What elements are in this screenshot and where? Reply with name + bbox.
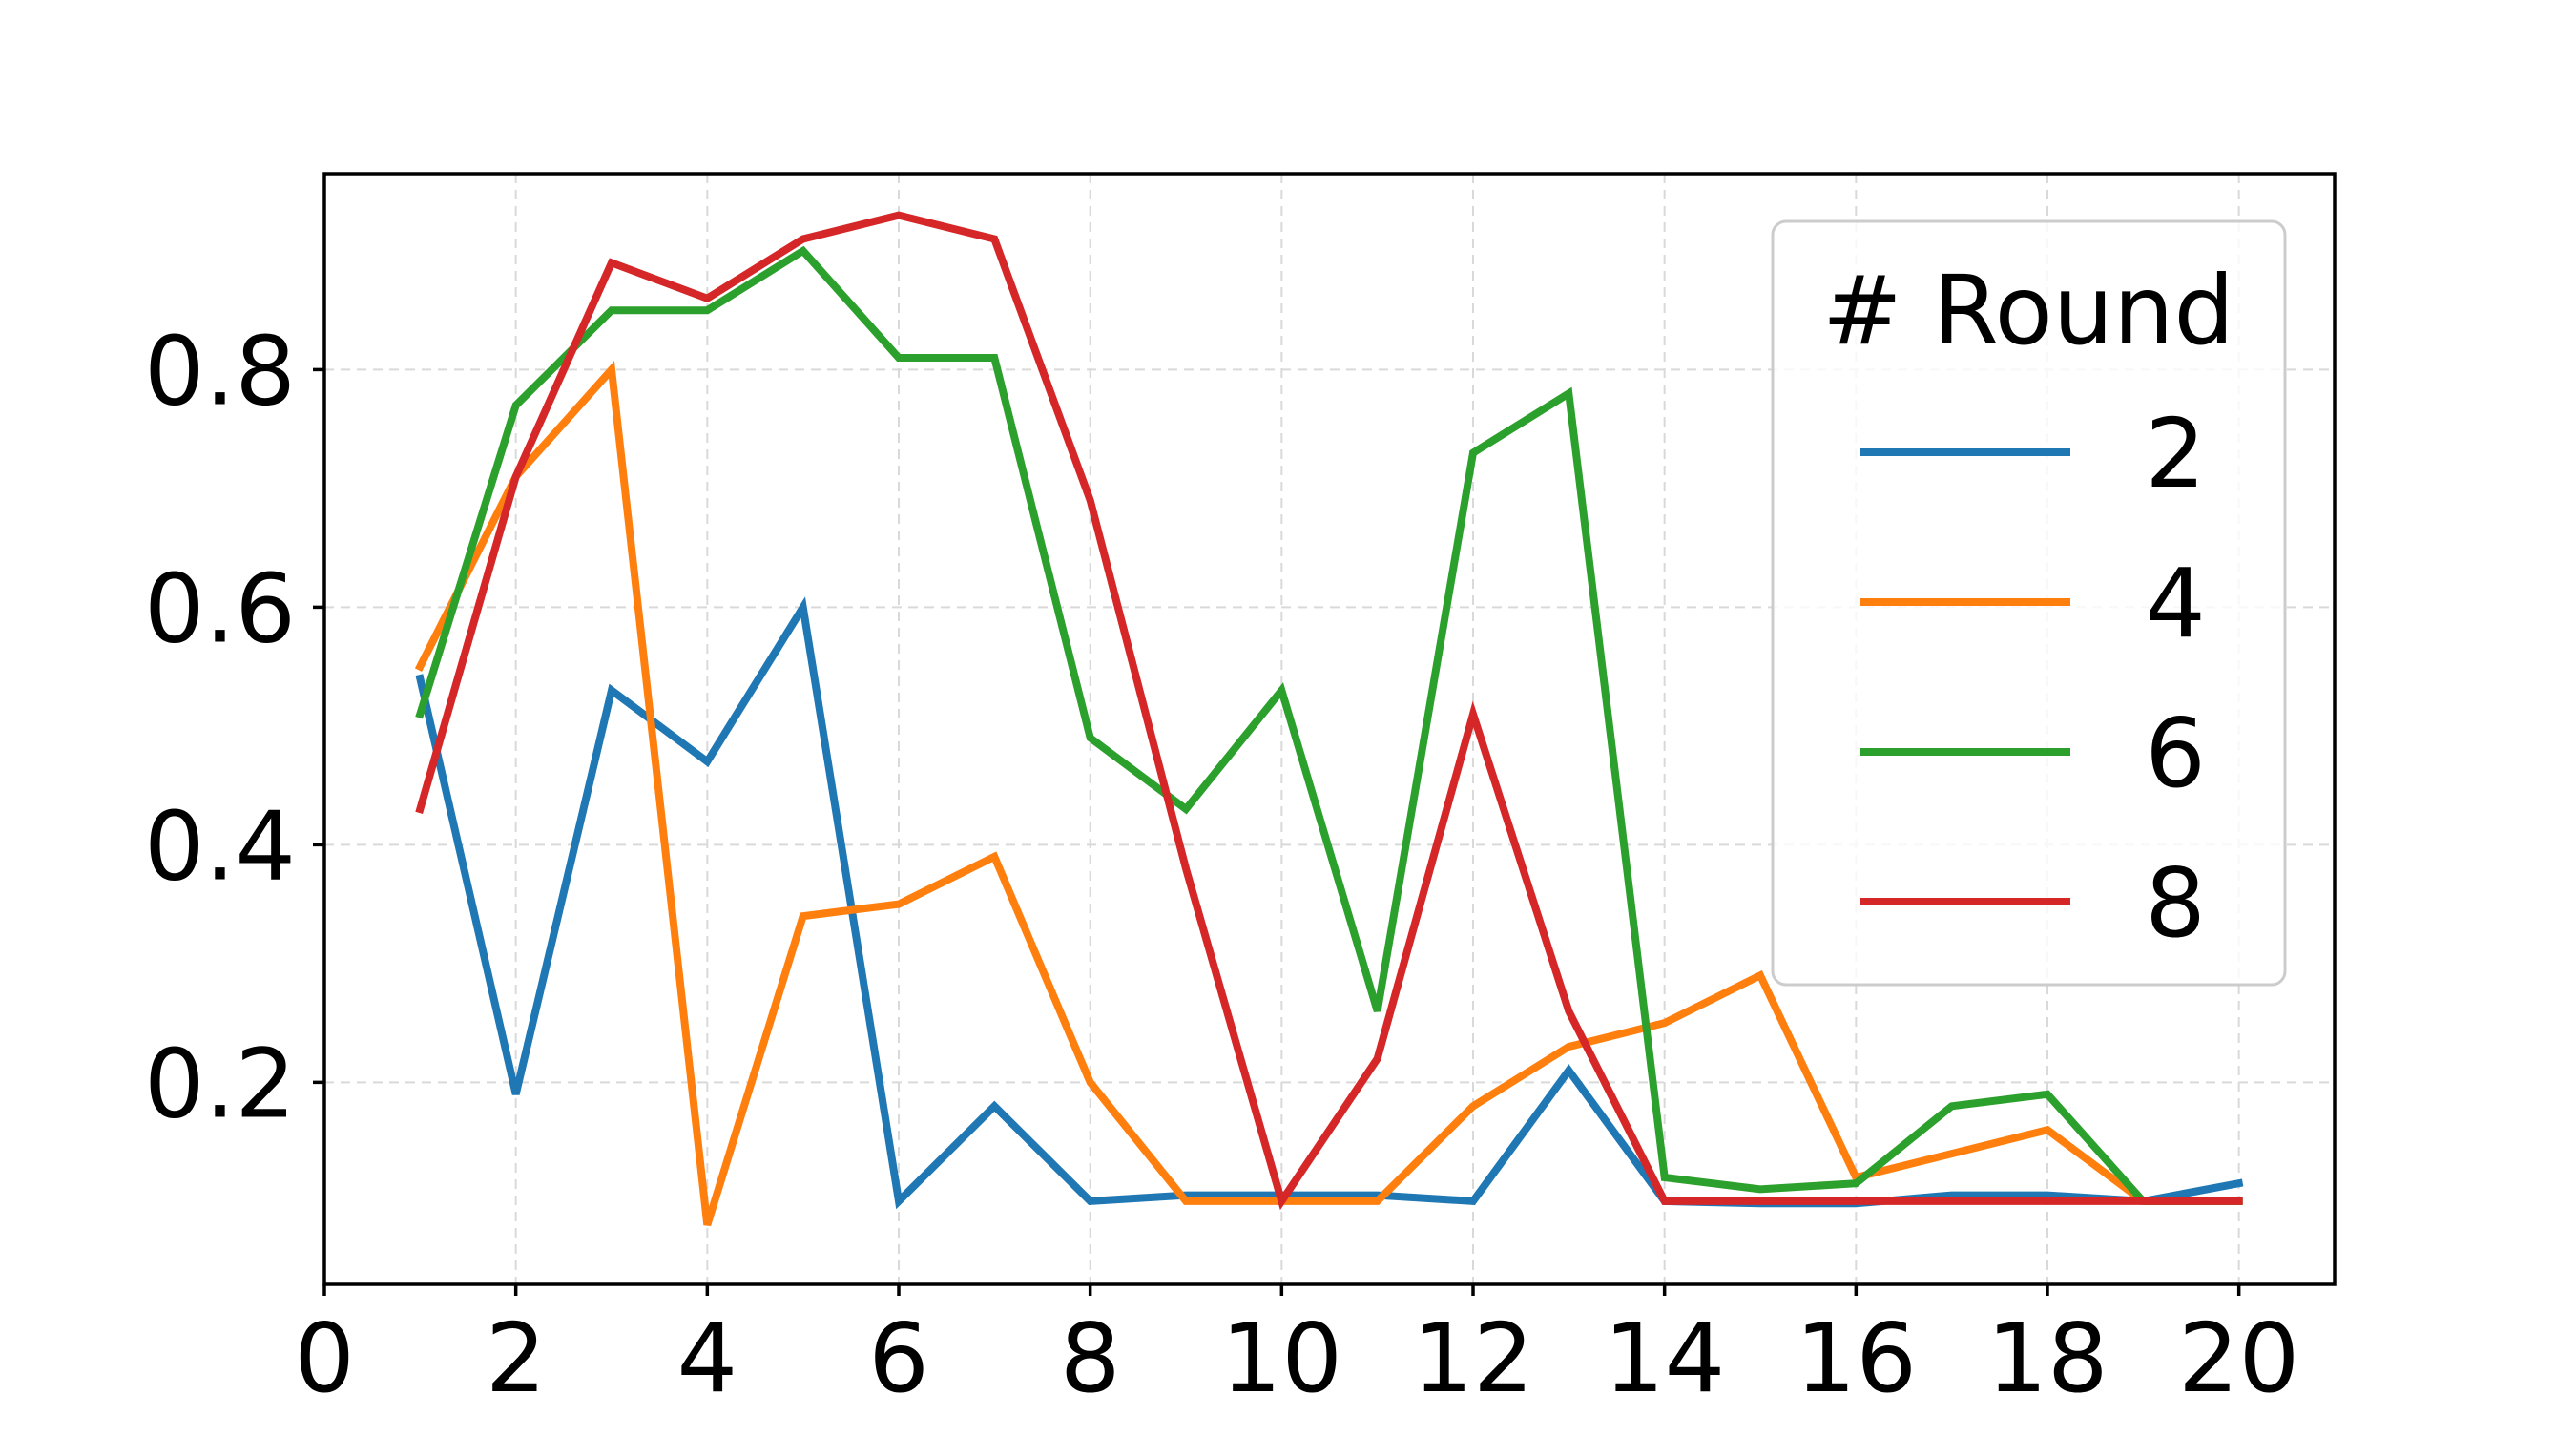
x-tick-label: 20 — [2178, 1302, 2299, 1414]
x-tick-label: 4 — [677, 1302, 738, 1414]
series-line-6 — [415, 245, 2243, 1205]
y-tick-label: 0.2 — [144, 1028, 296, 1139]
series-lines — [414, 211, 2244, 1226]
y-tick-label: 0.4 — [144, 790, 296, 902]
x-tick-label: 16 — [1796, 1302, 1917, 1414]
plot-area-frame — [322, 172, 2337, 1286]
legend-label-2: 2 — [2145, 398, 2206, 510]
x-tick-label: 18 — [1986, 1302, 2108, 1414]
legend-label-6: 6 — [2145, 697, 2206, 809]
legend-label-8: 8 — [2145, 847, 2206, 959]
x-tick-label: 6 — [868, 1302, 929, 1414]
x-axis: 0 2 4 6 8 10 12 14 16 18 20 — [294, 1284, 2299, 1414]
x-tick-label: 10 — [1221, 1302, 1342, 1414]
y-tick-label: 0.8 — [144, 315, 296, 427]
x-tick-label: 8 — [1060, 1302, 1121, 1414]
legend-label-4: 4 — [2145, 548, 2206, 659]
y-tick-label: 0.6 — [144, 552, 296, 664]
x-tick-label: 12 — [1412, 1302, 1533, 1414]
legend: # Round 2 4 6 8 — [1771, 219, 2287, 987]
legend-title: # Round — [1822, 255, 2234, 366]
series-line-2 — [415, 596, 2244, 1210]
x-tick-label: 0 — [294, 1302, 355, 1414]
series-line-8 — [415, 211, 2243, 1211]
x-tick-label: 14 — [1604, 1302, 1725, 1414]
series-line-4 — [414, 361, 2243, 1226]
legend-items: 2 4 6 8 — [1860, 398, 2206, 959]
x-tick-label: 2 — [486, 1302, 547, 1414]
y-axis: 0.2 0.4 0.6 0.8 — [144, 315, 324, 1139]
